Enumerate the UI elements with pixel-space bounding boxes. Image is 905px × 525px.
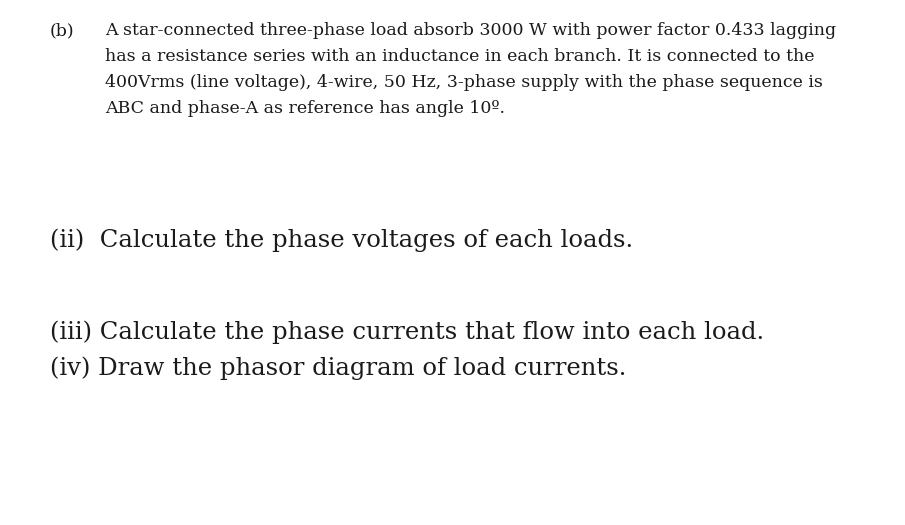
Text: 400Vrms (line voltage), 4-wire, 50 Hz, 3-phase supply with the phase sequence is: 400Vrms (line voltage), 4-wire, 50 Hz, 3… xyxy=(105,74,823,91)
Text: (iv) Draw the phasor diagram of load currents.: (iv) Draw the phasor diagram of load cur… xyxy=(50,356,626,380)
Text: (iii) Calculate the phase currents that flow into each load.: (iii) Calculate the phase currents that … xyxy=(50,320,764,343)
Text: (b): (b) xyxy=(50,22,74,39)
Text: (ii)  Calculate the phase voltages of each loads.: (ii) Calculate the phase voltages of eac… xyxy=(50,228,633,251)
Text: A star-connected three-phase load absorb 3000 W with power factor 0.433 lagging: A star-connected three-phase load absorb… xyxy=(105,22,836,39)
Text: has a resistance series with an inductance in each branch. It is connected to th: has a resistance series with an inductan… xyxy=(105,48,814,65)
Text: ABC and phase-A as reference has angle 10º.: ABC and phase-A as reference has angle 1… xyxy=(105,100,505,117)
